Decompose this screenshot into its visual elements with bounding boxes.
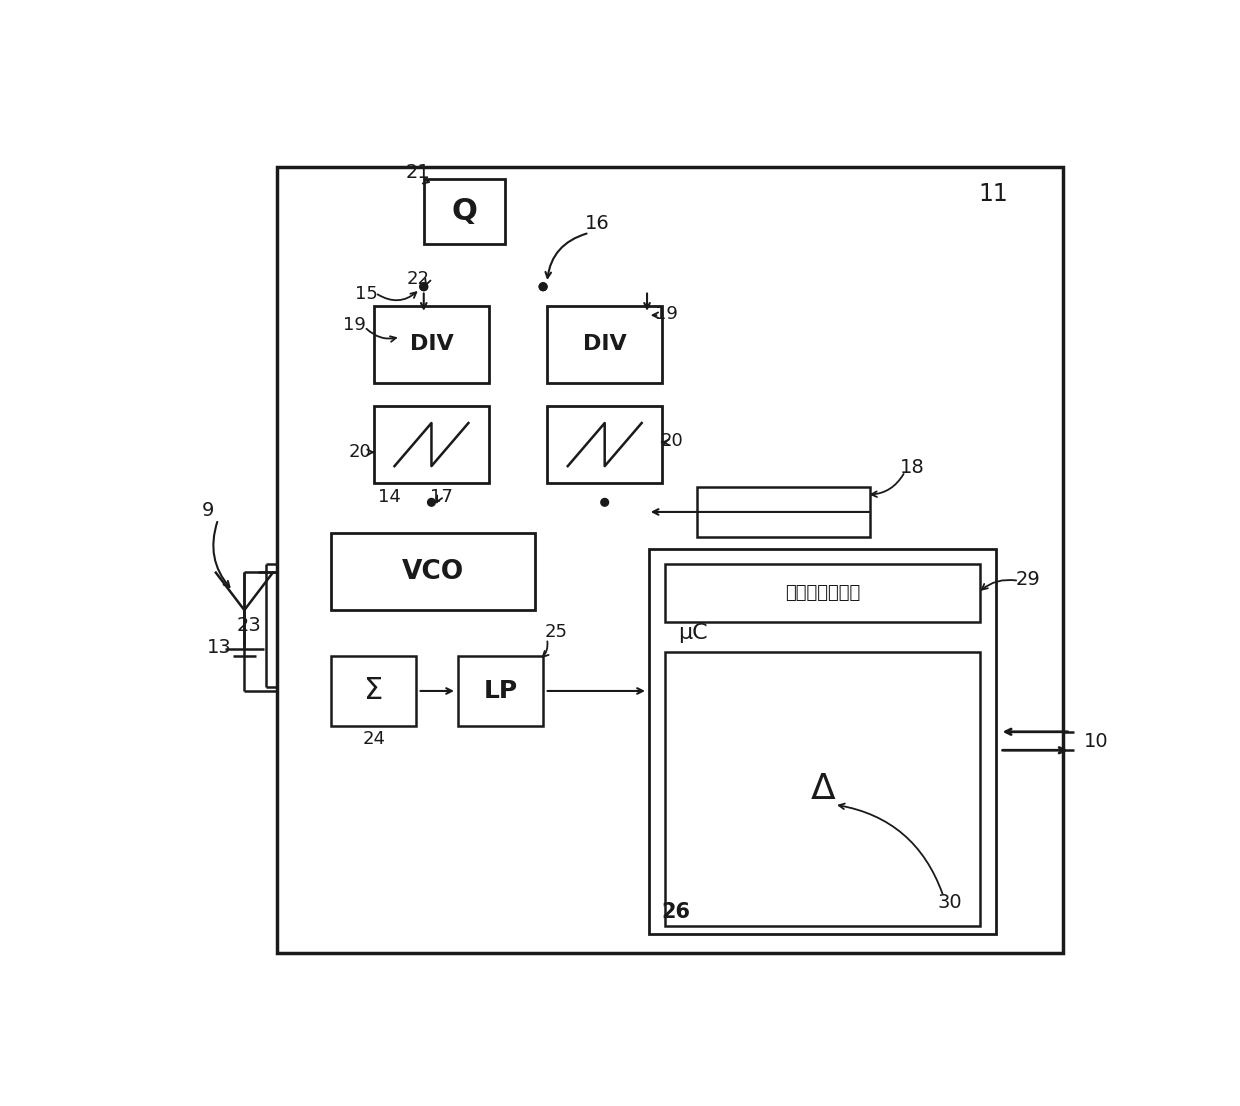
Text: 22: 22 — [407, 270, 430, 288]
Text: 17: 17 — [430, 488, 453, 505]
Circle shape — [420, 283, 428, 291]
Text: 10: 10 — [1084, 731, 1109, 751]
Text: DIV: DIV — [409, 334, 454, 354]
Text: 24: 24 — [362, 730, 386, 749]
Circle shape — [428, 499, 435, 507]
Circle shape — [539, 283, 547, 291]
Text: DIV: DIV — [583, 334, 626, 354]
Text: 18: 18 — [900, 458, 925, 477]
Bar — [697, 487, 870, 538]
Text: VCO: VCO — [402, 559, 465, 585]
Bar — [459, 656, 543, 726]
Circle shape — [539, 283, 547, 291]
Circle shape — [420, 283, 428, 291]
Circle shape — [601, 499, 609, 507]
Text: 20: 20 — [661, 431, 683, 450]
Text: 19: 19 — [655, 304, 678, 323]
Bar — [331, 656, 417, 726]
Text: 30: 30 — [937, 894, 962, 912]
Text: Δ: Δ — [810, 772, 835, 806]
Text: Σ: Σ — [365, 677, 383, 706]
Text: 23: 23 — [237, 616, 262, 635]
Bar — [665, 653, 981, 926]
Bar — [547, 406, 662, 483]
Text: 26: 26 — [662, 902, 691, 922]
Bar — [331, 533, 536, 611]
Text: Q: Q — [451, 197, 477, 226]
Bar — [373, 306, 490, 383]
Bar — [424, 179, 505, 244]
Text: LP: LP — [484, 679, 518, 703]
Text: 25: 25 — [544, 623, 568, 640]
Bar — [373, 406, 490, 483]
Text: 11: 11 — [978, 182, 1008, 207]
Text: 背景信号模拟器: 背景信号模拟器 — [785, 584, 861, 602]
Text: 21: 21 — [405, 164, 430, 182]
Bar — [665, 564, 981, 622]
Bar — [278, 167, 1063, 952]
Text: 20: 20 — [348, 444, 371, 461]
Text: 14: 14 — [378, 488, 401, 505]
Text: μC: μC — [678, 623, 708, 644]
Text: 9: 9 — [202, 501, 215, 520]
Text: 13: 13 — [207, 637, 232, 657]
Text: 15: 15 — [355, 285, 377, 303]
Text: 29: 29 — [1016, 570, 1040, 588]
Text: 16: 16 — [584, 215, 609, 233]
Text: 19: 19 — [343, 316, 366, 334]
Bar — [650, 549, 996, 933]
Bar — [547, 306, 662, 383]
